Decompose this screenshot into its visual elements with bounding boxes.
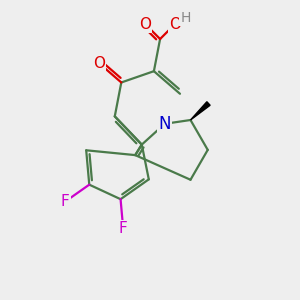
Polygon shape — [190, 102, 210, 120]
Text: H: H — [180, 11, 190, 25]
Text: F: F — [119, 221, 128, 236]
Text: O: O — [93, 56, 105, 71]
Text: F: F — [61, 194, 70, 209]
Text: O: O — [169, 16, 181, 32]
Text: N: N — [158, 115, 171, 133]
Text: O: O — [139, 16, 151, 32]
